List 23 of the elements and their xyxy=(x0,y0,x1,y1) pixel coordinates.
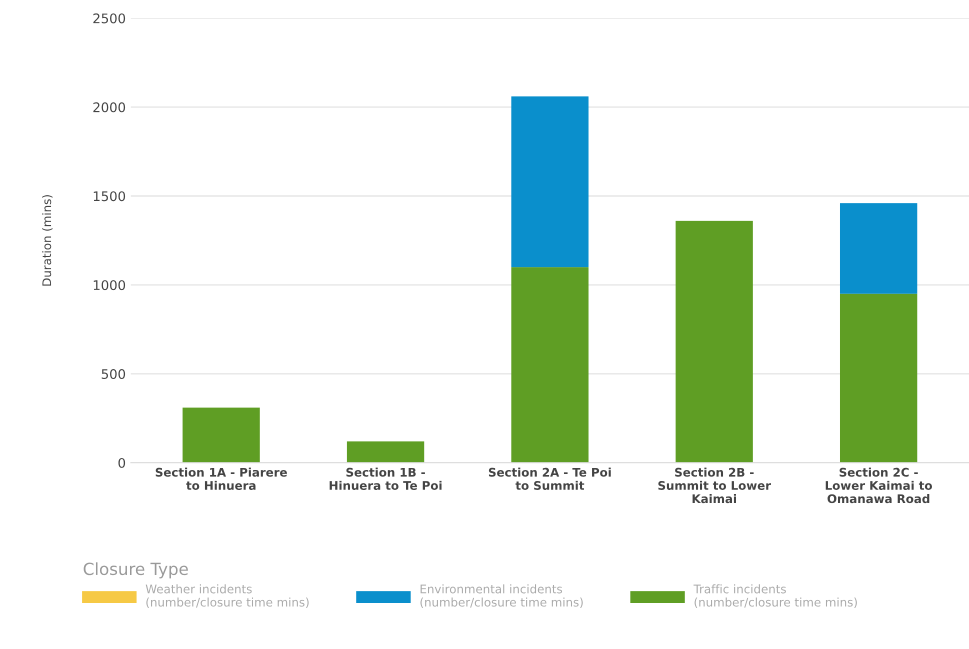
legend-label: Environmental incidents (number/closure time mins) xyxy=(420,584,583,608)
y-tick-label: 500 xyxy=(102,369,126,380)
bar xyxy=(182,408,260,463)
y-tick-label: 2000 xyxy=(93,102,126,112)
legend-label: Weather incidents (number/closure time mins) xyxy=(146,584,309,608)
y-tick-label: 0 xyxy=(118,458,126,468)
x-tick-label: Section 2A - Te Poi to Summit xyxy=(488,468,611,490)
y-tick-label: 1500 xyxy=(94,191,126,202)
x-tick-label: Section 1B - Hinuera to Te Poi xyxy=(330,468,442,490)
y-axis-title: Duration (mins) xyxy=(42,195,53,286)
x-tick-label: Section 1A - Piarere to Hinuera xyxy=(156,468,287,490)
y-tick-label: 1000 xyxy=(94,280,126,290)
bar xyxy=(346,441,424,463)
bar xyxy=(511,267,589,463)
y-tick-label: 2500 xyxy=(93,13,126,24)
x-tick-label: Section 2B - Summit to Lower Kaimai xyxy=(658,468,771,504)
x-tick-label: Section 2C - Lower Kaimai to Omanawa Road xyxy=(826,468,932,504)
legend-title: Closure Type xyxy=(84,562,188,578)
bar xyxy=(511,96,589,268)
legend-label: Traffic incidents (number/closure time mins) xyxy=(694,584,857,608)
bar xyxy=(840,203,918,294)
bar xyxy=(840,294,918,463)
bar xyxy=(676,220,753,463)
